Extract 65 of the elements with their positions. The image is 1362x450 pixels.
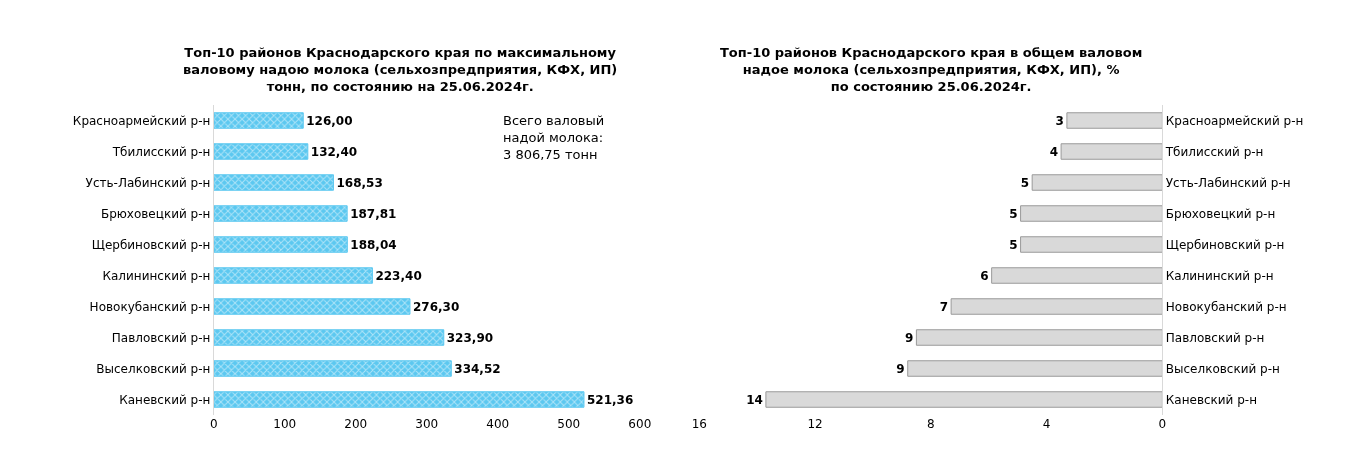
annotation: Всего валовый надой молока: 3 806,75 тонн xyxy=(503,113,605,162)
x-tick-label: 500 xyxy=(557,417,581,431)
data-label: 7 xyxy=(939,299,949,314)
bar xyxy=(213,267,373,284)
y-tick-label: Павловский р-н xyxy=(111,330,211,345)
x-tick-label: 16 xyxy=(691,417,707,431)
data-label: 5 xyxy=(1009,206,1018,221)
y-tick-label: Выселковский р-н xyxy=(96,361,211,376)
data-label: 521,36 xyxy=(586,392,634,407)
bar xyxy=(213,236,348,253)
data-label: 3 xyxy=(1055,113,1064,128)
data-label: 9 xyxy=(896,361,905,376)
data-label: 14 xyxy=(746,392,763,407)
y-tick-label: Павловский р-н xyxy=(1165,330,1265,345)
x-tick-label: 600 xyxy=(628,417,652,431)
y-tick-label: Щербиновский р-н xyxy=(1165,237,1285,252)
chart-title: Топ-10 районов Краснодарского края в общем валовом надое молока (сельхозпредприятия, КФХ, ИП), % по состоянию 25.06.2024г. xyxy=(720,45,1143,94)
y-tick-label: Каневский р-н xyxy=(1165,392,1258,407)
y-tick-label: Усть-Лабинский р-н xyxy=(85,175,211,190)
y-tick-label: Тбилисский р-н xyxy=(111,144,211,159)
x-tick-label: 0 xyxy=(1158,417,1167,431)
y-tick-label: Красноармейский р-н xyxy=(72,113,211,128)
data-label: 9 xyxy=(905,330,914,345)
data-label: 334,52 xyxy=(454,361,501,376)
x-tick-label: 300 xyxy=(415,417,439,431)
y-tick-label: Брюховецкий р-н xyxy=(100,206,211,221)
data-label: 5 xyxy=(1009,237,1018,252)
x-tick-label: 200 xyxy=(344,417,368,431)
y-tick-label: Выселковский р-н xyxy=(1165,361,1280,376)
data-label: 6 xyxy=(980,268,989,283)
data-label: 276,30 xyxy=(412,299,460,314)
x-tick-label: 0 xyxy=(209,417,218,431)
data-label: 126,00 xyxy=(306,113,353,128)
bar xyxy=(213,298,411,315)
data-label: 323,90 xyxy=(446,330,494,345)
y-tick-label: Каневский р-н xyxy=(119,392,211,407)
data-label: 168,53 xyxy=(336,175,383,190)
bar xyxy=(213,205,348,222)
x-tick-label: 12 xyxy=(807,417,823,431)
bar xyxy=(213,360,452,377)
y-tick-label: Красноармейский р-н xyxy=(1165,113,1304,128)
y-tick-label: Калининский р-н xyxy=(1165,268,1274,283)
x-tick-label: 400 xyxy=(486,417,510,431)
y-tick-label: Брюховецкий р-н xyxy=(1165,206,1276,221)
bar xyxy=(213,391,585,408)
data-label: 5 xyxy=(1020,175,1030,190)
data-label: 132,40 xyxy=(310,144,358,159)
data-label: 187,81 xyxy=(350,206,397,221)
chart-title: Топ-10 районов Краснодарского края по максимальному валовому надою молока (сельхозпредприятия, КФХ, ИП) тонн, по состоянию на 25.06.2024г. xyxy=(183,45,618,94)
y-tick-label: Новокубанский р-н xyxy=(89,299,211,314)
data-label: 4 xyxy=(1049,144,1059,159)
bar xyxy=(213,143,309,160)
x-tick-label: 8 xyxy=(927,417,935,431)
y-tick-label: Новокубанский р-н xyxy=(1165,299,1287,314)
data-label: 188,04 xyxy=(350,237,397,252)
data-label: 223,40 xyxy=(375,268,422,283)
y-tick-label: Усть-Лабинский р-н xyxy=(1165,175,1291,190)
y-tick-label: Щербиновский р-н xyxy=(91,237,211,252)
y-tick-label: Калининский р-н xyxy=(102,268,211,283)
x-tick-label: 4 xyxy=(1042,417,1051,431)
bar xyxy=(213,112,304,129)
bar xyxy=(213,329,445,346)
y-tick-label: Тбилисский р-н xyxy=(1164,144,1264,159)
x-tick-label: 100 xyxy=(273,417,297,431)
bar xyxy=(213,174,334,191)
